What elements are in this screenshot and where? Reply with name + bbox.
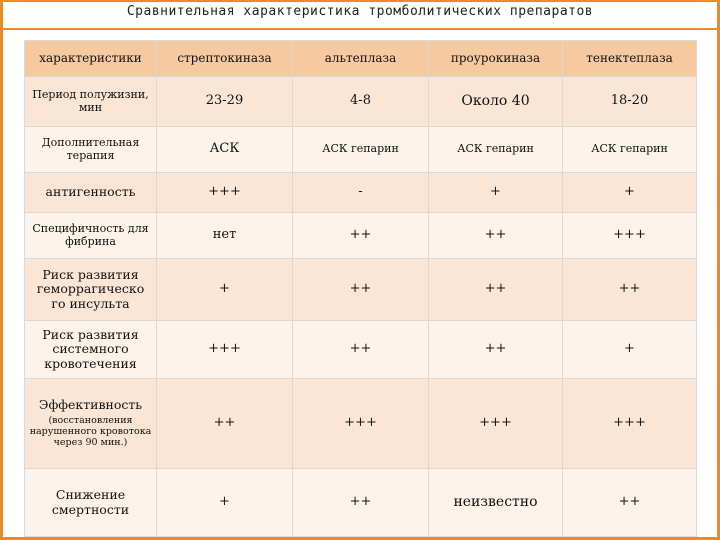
table-cell: +	[156, 258, 293, 321]
title-bar	[0, 0, 720, 30]
column-header: проурокиназа	[428, 40, 563, 77]
row-label: Риск развития системного кровотечения	[24, 320, 157, 379]
table-cell: ++	[428, 212, 563, 259]
row-label-note: (восстановления нарушенного кровотока че…	[29, 414, 152, 448]
page-title: Сравнительная характеристика тромболитич…	[126, 4, 594, 19]
table-cell: ++	[562, 468, 697, 537]
table-cell: +++	[562, 212, 697, 259]
row-label: Специфичность для фибрина	[24, 212, 157, 259]
row-label: Эффективность (восстановления нарушенног…	[24, 378, 157, 469]
comparison-table: характеристики стрептокиназа альтеплаза …	[24, 40, 697, 537]
table-cell: Около 40	[428, 76, 563, 127]
frame-border-left	[0, 0, 3, 540]
row-label-main: Эффективность	[38, 397, 143, 413]
row-label: антигенность	[24, 172, 157, 213]
row-label: Дополнительная терапия	[24, 126, 157, 173]
table-cell: +	[562, 320, 697, 379]
table-cell: ++	[428, 320, 563, 379]
column-header: характеристики	[24, 40, 157, 77]
table-cell: ++	[292, 212, 429, 259]
table-header-row: характеристики стрептокиназа альтеплаза …	[24, 40, 697, 77]
table-cell: +++	[562, 378, 697, 469]
row-label: Риск развития геморрагическо го инсульта	[24, 258, 157, 321]
table-cell: +++	[156, 172, 293, 213]
table-row: Период полужизни, мин 23-29 4-8 Около 40…	[24, 76, 697, 127]
table-cell: +	[156, 468, 293, 537]
table-cell: +	[562, 172, 697, 213]
table-row: Риск развития системного кровотечения ++…	[24, 320, 697, 379]
table-cell: ++	[292, 258, 429, 321]
table-cell: неизвестно	[428, 468, 563, 537]
frame-border-bottom	[0, 537, 720, 540]
table-cell: 4-8	[292, 76, 429, 127]
column-header: альтеплаза	[292, 40, 429, 77]
table-cell: ++	[156, 378, 293, 469]
table-row: Риск развития геморрагическо го инсульта…	[24, 258, 697, 321]
row-label: Период полужизни, мин	[24, 76, 157, 127]
table-cell: 23-29	[156, 76, 293, 127]
table-cell: +	[428, 172, 563, 213]
table-cell: 18-20	[562, 76, 697, 127]
row-label: Снижение смертности	[24, 468, 157, 537]
table-cell: АСК гепарин	[292, 126, 429, 173]
table-row: Снижение смертности + ++ неизвестно ++	[24, 468, 697, 537]
table-cell: ++	[562, 258, 697, 321]
table-cell: ++	[292, 468, 429, 537]
table-cell: ++	[292, 320, 429, 379]
frame-border-right	[717, 0, 720, 540]
table-cell: АСК гепарин	[562, 126, 697, 173]
table-cell: нет	[156, 212, 293, 259]
column-header: стрептокиназа	[156, 40, 293, 77]
table-cell: +++	[156, 320, 293, 379]
table-cell: АСК гепарин	[428, 126, 563, 173]
table-cell: -	[292, 172, 429, 213]
column-header: тенектеплаза	[562, 40, 697, 77]
table-row: Эффективность (восстановления нарушенног…	[24, 378, 697, 469]
table-cell: АСК	[156, 126, 293, 173]
table-row: антигенность +++ - + +	[24, 172, 697, 213]
table-cell: +++	[428, 378, 563, 469]
table-row: Специфичность для фибрина нет ++ ++ +++	[24, 212, 697, 259]
table-cell: ++	[428, 258, 563, 321]
table-row: Дополнительная терапия АСК АСК гепарин А…	[24, 126, 697, 173]
table-cell: +++	[292, 378, 429, 469]
